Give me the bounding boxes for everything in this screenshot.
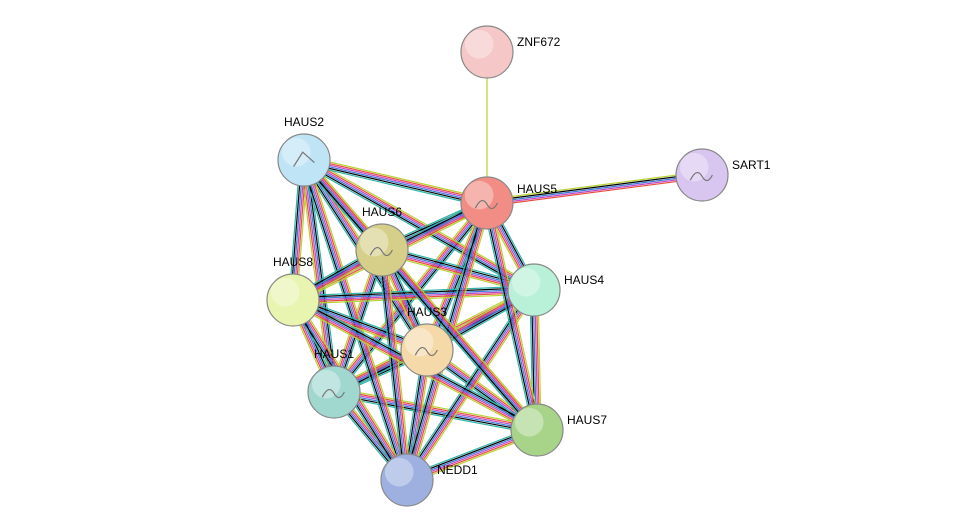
node-highlight [405,328,434,357]
node-label: HAUS5 [517,182,557,196]
node-highlight [360,228,389,257]
node-label: HAUS3 [407,305,447,319]
node-haus5[interactable]: HAUS5 [461,177,557,229]
node-label: HAUS7 [567,413,607,427]
node-haus3[interactable]: HAUS3 [401,305,453,376]
node-label: HAUS2 [284,115,324,129]
node-highlight [515,408,544,437]
node-label: ZNF672 [517,35,561,49]
node-haus4[interactable]: HAUS4 [508,264,604,316]
node-label: HAUS8 [273,255,313,269]
node-highlight [312,370,341,399]
node-haus7[interactable]: HAUS7 [511,404,607,456]
node-haus6[interactable]: HAUS6 [356,205,408,276]
node-znf672[interactable]: ZNF672 [461,26,561,78]
node-haus8[interactable]: HAUS8 [267,255,319,326]
node-highlight [512,268,541,297]
node-highlight [271,278,300,307]
node-nedd1[interactable]: NEDD1 [381,454,478,506]
node-label: HAUS1 [314,347,354,361]
node-highlight [385,458,414,487]
node-highlight [680,153,709,182]
node-label: HAUS4 [564,273,604,287]
node-highlight [465,30,494,59]
node-label: HAUS6 [362,205,402,219]
edge [303,162,486,205]
node-sart1[interactable]: SART1 [676,149,771,201]
node-haus2[interactable]: HAUS2 [278,115,330,186]
node-label: SART1 [732,158,771,172]
protein-network-diagram: ZNF672 SART1 HAUS2 HAUS5 HAUS6 HAUS8 HAUS4 HAUS… [0,0,975,529]
node-label: NEDD1 [437,463,478,477]
edge-layer [289,52,702,484]
node-highlight [465,181,494,210]
node-haus1[interactable]: HAUS1 [308,347,360,418]
